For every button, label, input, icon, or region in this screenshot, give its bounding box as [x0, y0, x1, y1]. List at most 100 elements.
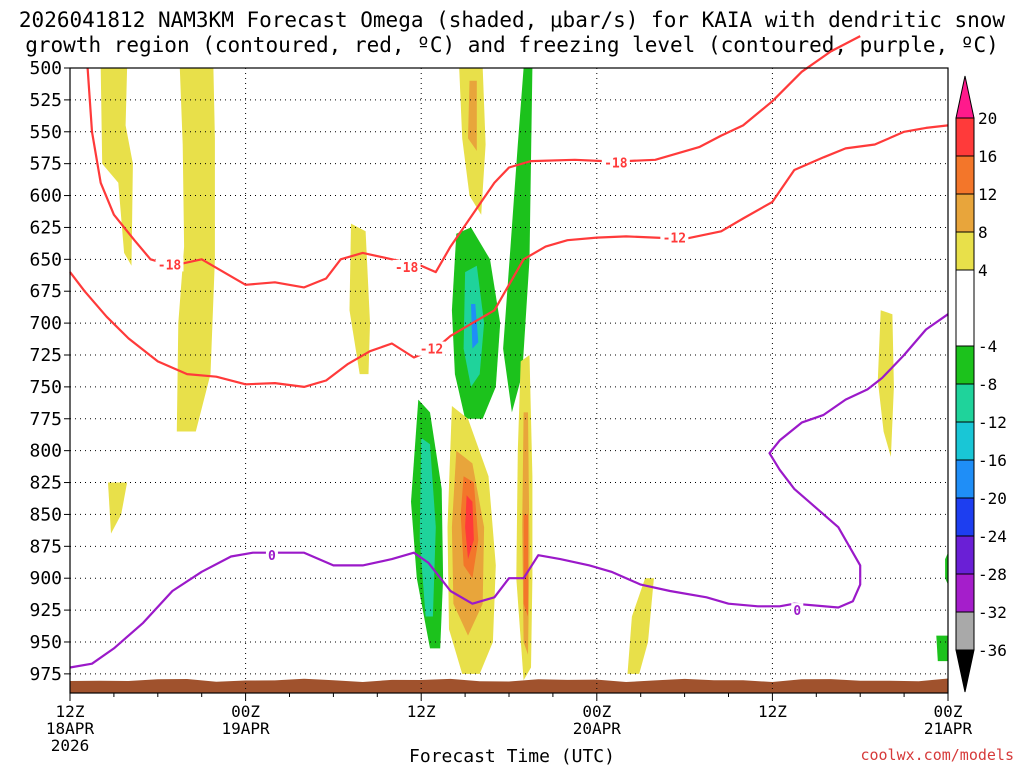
y-tick-label-975: 975 [29, 664, 62, 685]
colorbar-bin-12 [955, 573, 975, 613]
colorbar-label-12: -32 [978, 603, 1007, 622]
y-tick-label-575: 575 [29, 154, 62, 175]
y-tick-label-700: 700 [29, 313, 62, 334]
x-axis-title: Forecast Time (UTC) [409, 746, 615, 767]
chart-title-line2: growth region (contoured, red, ºC) and f… [25, 33, 999, 57]
contour-label-bg-6 [791, 603, 804, 618]
x-tick-label-h0-2: 2026 [51, 736, 90, 755]
contour-label-3: -12 [420, 343, 443, 358]
contour-label-bg-5 [265, 548, 278, 563]
contour-freezing-level-0 [69, 313, 949, 669]
y-tick-label-600: 600 [29, 186, 62, 207]
contour-label-bg-4 [660, 230, 689, 245]
chart-title-line1: 2026041812 NAM3KM Forecast Omega (shaded… [18, 8, 1006, 32]
colorbar-bin-5 [955, 269, 975, 347]
omega-region-19 [627, 578, 654, 674]
colorbar-bin-11 [955, 535, 975, 575]
colorbar-bin-4 [955, 231, 975, 271]
y-tick-label-825: 825 [29, 473, 62, 494]
contour-label-bg-1 [392, 259, 421, 274]
colorbar-bin-2 [955, 155, 975, 195]
y-tick-label-750: 750 [29, 377, 62, 398]
y-tick-label-675: 675 [29, 281, 62, 302]
colorbar-bin-3 [955, 193, 975, 233]
x-tick-label-h36-1: 20APR [573, 719, 622, 738]
terrain-ground [70, 678, 948, 693]
colorbar-label-6: -8 [978, 375, 997, 394]
colorbar-label-11: -28 [978, 565, 1007, 584]
colorbar-top-arrow [955, 75, 975, 119]
omega-region-6 [503, 68, 533, 413]
x-tick-label-h12-1: 19APR [222, 719, 271, 738]
contour-label-6: 0 [793, 604, 801, 619]
omega-region-3 [349, 223, 370, 375]
colorbar-label-3: 8 [978, 223, 988, 242]
contour-label-bg-3 [417, 341, 446, 356]
x-tick-label-h60-0: 00Z [934, 702, 963, 721]
y-tick-label-650: 650 [29, 249, 62, 270]
colorbar-label-1: 16 [978, 147, 997, 166]
colorbar-bin-1 [955, 117, 975, 157]
omega-shading [100, 68, 948, 681]
omega-region-21 [945, 552, 948, 585]
y-tick-label-525: 525 [29, 90, 62, 111]
colorbar-label-4: 4 [978, 261, 988, 280]
colorbar-bin-9 [955, 459, 975, 499]
x-tick-label-h36-0: 00Z [582, 702, 611, 721]
colorbar: 20 16 12 8 4 -4 -8 -12 -16 -20 -24 -28 -32 -36 [955, 75, 1007, 693]
colorbar-label-9: -20 [978, 489, 1007, 508]
contour-labels: -18 -18 -18 -12 -12 0 0 [155, 155, 804, 619]
colorbar-label-7: -12 [978, 413, 1007, 432]
y-tick-label-850: 850 [29, 504, 62, 525]
y-axis: 500 525 550 575 600 625 650 675 700 725 750 775 800 8… [29, 58, 70, 685]
grid-lines [70, 67, 948, 693]
contour-label-4: -12 [663, 232, 686, 247]
contour-label-bg-0 [155, 257, 184, 272]
y-tick-label-875: 875 [29, 536, 62, 557]
omega-region-0 [100, 68, 133, 266]
colorbar-label-8: -16 [978, 451, 1007, 470]
omega-region-15 [465, 495, 474, 560]
colorbar-label-2: 12 [978, 185, 997, 204]
colorbar-bin-10 [955, 497, 975, 537]
omega-region-5 [468, 80, 477, 151]
x-tick-label-h0-1: 18APR [46, 719, 95, 738]
y-tick-label-725: 725 [29, 345, 62, 366]
contour-label-bg-2 [601, 155, 630, 170]
colorbar-bin-13 [955, 611, 975, 651]
contour-dgz-lower-12 [69, 124, 949, 388]
contour-label-2: -18 [604, 156, 628, 171]
y-tick-label-775: 775 [29, 409, 62, 430]
omega-region-11 [419, 437, 436, 617]
y-tick-label-900: 900 [29, 568, 62, 589]
y-tick-label-800: 800 [29, 441, 62, 462]
colorbar-label-5: -4 [978, 337, 997, 356]
ground-fill [70, 678, 948, 693]
y-tick-label-500: 500 [29, 58, 62, 79]
x-tick-label-h12-0: 00Z [231, 702, 260, 721]
omega-region-18 [523, 514, 528, 617]
x-tick-label-h24-0: 12Z [407, 702, 436, 721]
omega-region-22 [936, 635, 948, 662]
contour-label-1: -18 [395, 261, 419, 276]
y-tick-label-925: 925 [29, 600, 62, 621]
omega-region-9 [471, 304, 479, 349]
omega-region-20 [877, 310, 894, 457]
colorbar-bin-7 [955, 383, 975, 423]
y-tick-label-550: 550 [29, 122, 62, 143]
colorbar-label-10: -24 [978, 527, 1007, 546]
y-tick-label-950: 950 [29, 632, 62, 653]
x-tick-label-h48-0: 12Z [758, 702, 787, 721]
colorbar-label-0: 20 [978, 109, 997, 128]
colorbar-bottom-arrow [955, 649, 975, 693]
colorbar-bin-6 [955, 345, 975, 385]
y-tick-label-625: 625 [29, 217, 62, 238]
colorbar-bin-8 [955, 421, 975, 461]
omega-region-2 [108, 482, 128, 534]
x-tick-label-h60-1: 21APR [924, 719, 973, 738]
omega-region-1 [176, 68, 215, 432]
colorbar-label-13: -36 [978, 641, 1007, 660]
credit-text: coolwx.com/models [860, 746, 1014, 764]
